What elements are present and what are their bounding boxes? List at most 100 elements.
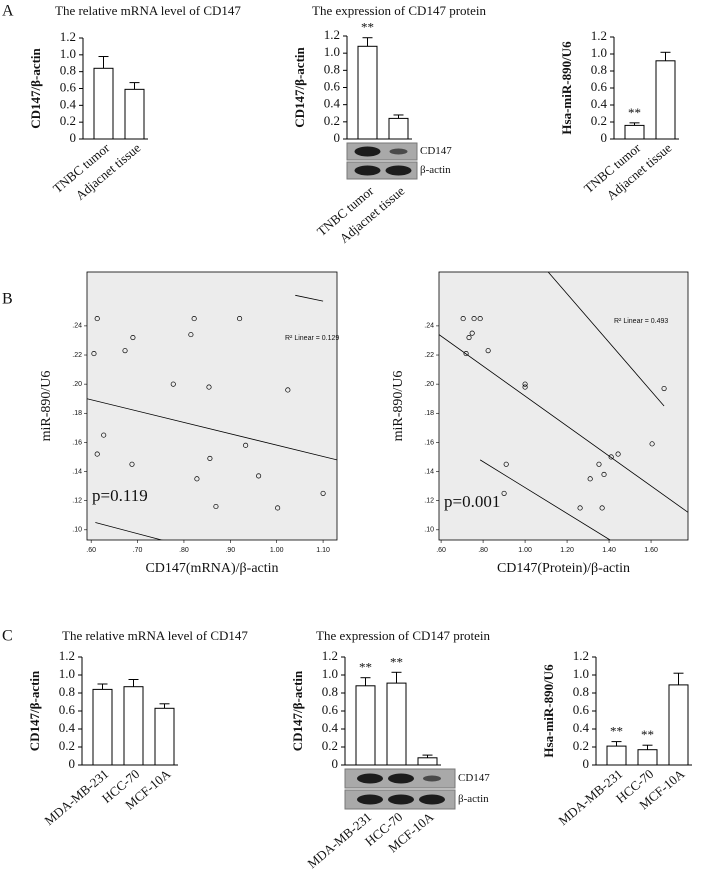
x-axis-label: CD147(mRNA)/β-actin [145,561,278,576]
y-tick-label: 0.6 [573,702,590,717]
significance: ** [628,105,641,120]
error-bar [391,671,402,684]
point [129,461,135,467]
point [207,455,213,461]
point [471,316,477,322]
y-tick-label: 0 [601,130,608,145]
error-bar [422,754,433,758]
y-tick-label: .14 [424,468,434,475]
point [460,316,466,322]
point [608,454,614,460]
x-tick-label: 1.20 [560,547,574,554]
bar [637,749,658,766]
y-tick-label: 0.2 [591,113,607,128]
y-tick-label: .18 [72,410,82,417]
y-tick-label: 0.8 [591,62,607,77]
error-bar [128,679,139,687]
bar [668,684,689,766]
error-bar [660,51,671,61]
y-tick-label: 1.2 [59,648,75,663]
point [601,471,607,478]
bar [123,686,144,766]
y-tick-label: 0 [334,130,341,145]
error-bar [97,683,108,690]
y-tick-label: 0.4 [573,720,590,735]
y-axis-label: CD147/β-actin [290,670,305,751]
y-tick-label: .18 [424,410,434,417]
y-tick-label: .20 [72,381,82,388]
y-tick-label: 0.2 [322,738,338,753]
ci-line [295,294,324,302]
panel-label: C [2,628,13,645]
point [122,348,128,354]
y-tick-label: 1.0 [322,666,338,681]
point [94,451,100,457]
y-tick-label: 1.2 [322,648,338,663]
x-tick-label: 1.60 [644,547,658,554]
y-axis-label: CD147/β-actin [292,46,307,127]
y-tick-label: 0.4 [591,96,608,111]
point [503,461,509,467]
x-tick-label: 1.10 [316,547,330,554]
bar [386,682,407,766]
blot-label: CD147 [458,772,490,784]
y-axis-label: CD147/β-actin [27,670,42,751]
error-bar [129,82,140,90]
annotation: p=0.119 [92,486,148,505]
significance: ** [359,660,372,675]
y-tick-label: 0.4 [60,96,77,111]
x-tick-label: .60 [436,547,446,554]
point [599,505,605,511]
y-tick-label: 0.6 [324,78,341,93]
point [191,316,197,322]
y-tick-label: 1.0 [324,44,340,59]
point [522,381,528,387]
y-tick-label: 0.2 [573,738,589,753]
significance: ** [390,654,403,669]
y-axis-label: CD147/β-actin [28,47,43,128]
bar [388,117,409,140]
point [615,451,621,457]
x-tick-label: .90 [225,547,235,554]
y-tick-label: 0 [583,756,590,771]
blot-band [388,773,414,784]
point [320,490,326,496]
point [91,351,97,357]
x-axis-label: CD147(Protein)/β-actin [497,561,630,576]
significance: ** [610,724,623,739]
blot-label: β-actin [458,793,489,805]
y-tick-label: .14 [72,468,82,475]
bar [655,60,676,140]
y-tick-label: 1.0 [573,666,589,681]
blot-label: β-actin [420,164,451,176]
blot-band [385,165,412,176]
error-bar [360,677,371,686]
y-tick-label: 0.4 [59,720,76,735]
bar [417,757,438,766]
y-tick-label: 0.8 [322,684,338,699]
point [469,330,475,336]
y-tick-label: 0.8 [59,684,75,699]
y-tick-label: 0.6 [591,79,608,94]
x-tick-label: .80 [179,547,189,554]
plot-area [86,271,338,541]
error-bar [673,672,684,685]
y-tick-label: 0.4 [324,96,341,111]
ci-line [479,459,611,540]
x-tick-label: 1.40 [602,547,616,554]
y-axis-label: Hsa-miR-890/U6 [541,664,556,758]
x-tick-label: .60 [86,547,96,554]
blot-band [389,148,408,155]
y-tick-label: 0.4 [322,720,339,735]
y-tick-label: 0 [332,756,339,771]
point [256,473,262,479]
blot-band [357,794,383,805]
y-tick-label: 1.2 [324,27,340,42]
bar [355,685,376,766]
y-tick-label: 0 [69,756,76,771]
y-tick-label: .22 [424,352,434,359]
bar [124,88,145,140]
chart-title: The relative mRNA level of CD147 [62,628,248,643]
y-tick-label: 0.2 [324,113,340,128]
plot-clip [439,272,688,540]
